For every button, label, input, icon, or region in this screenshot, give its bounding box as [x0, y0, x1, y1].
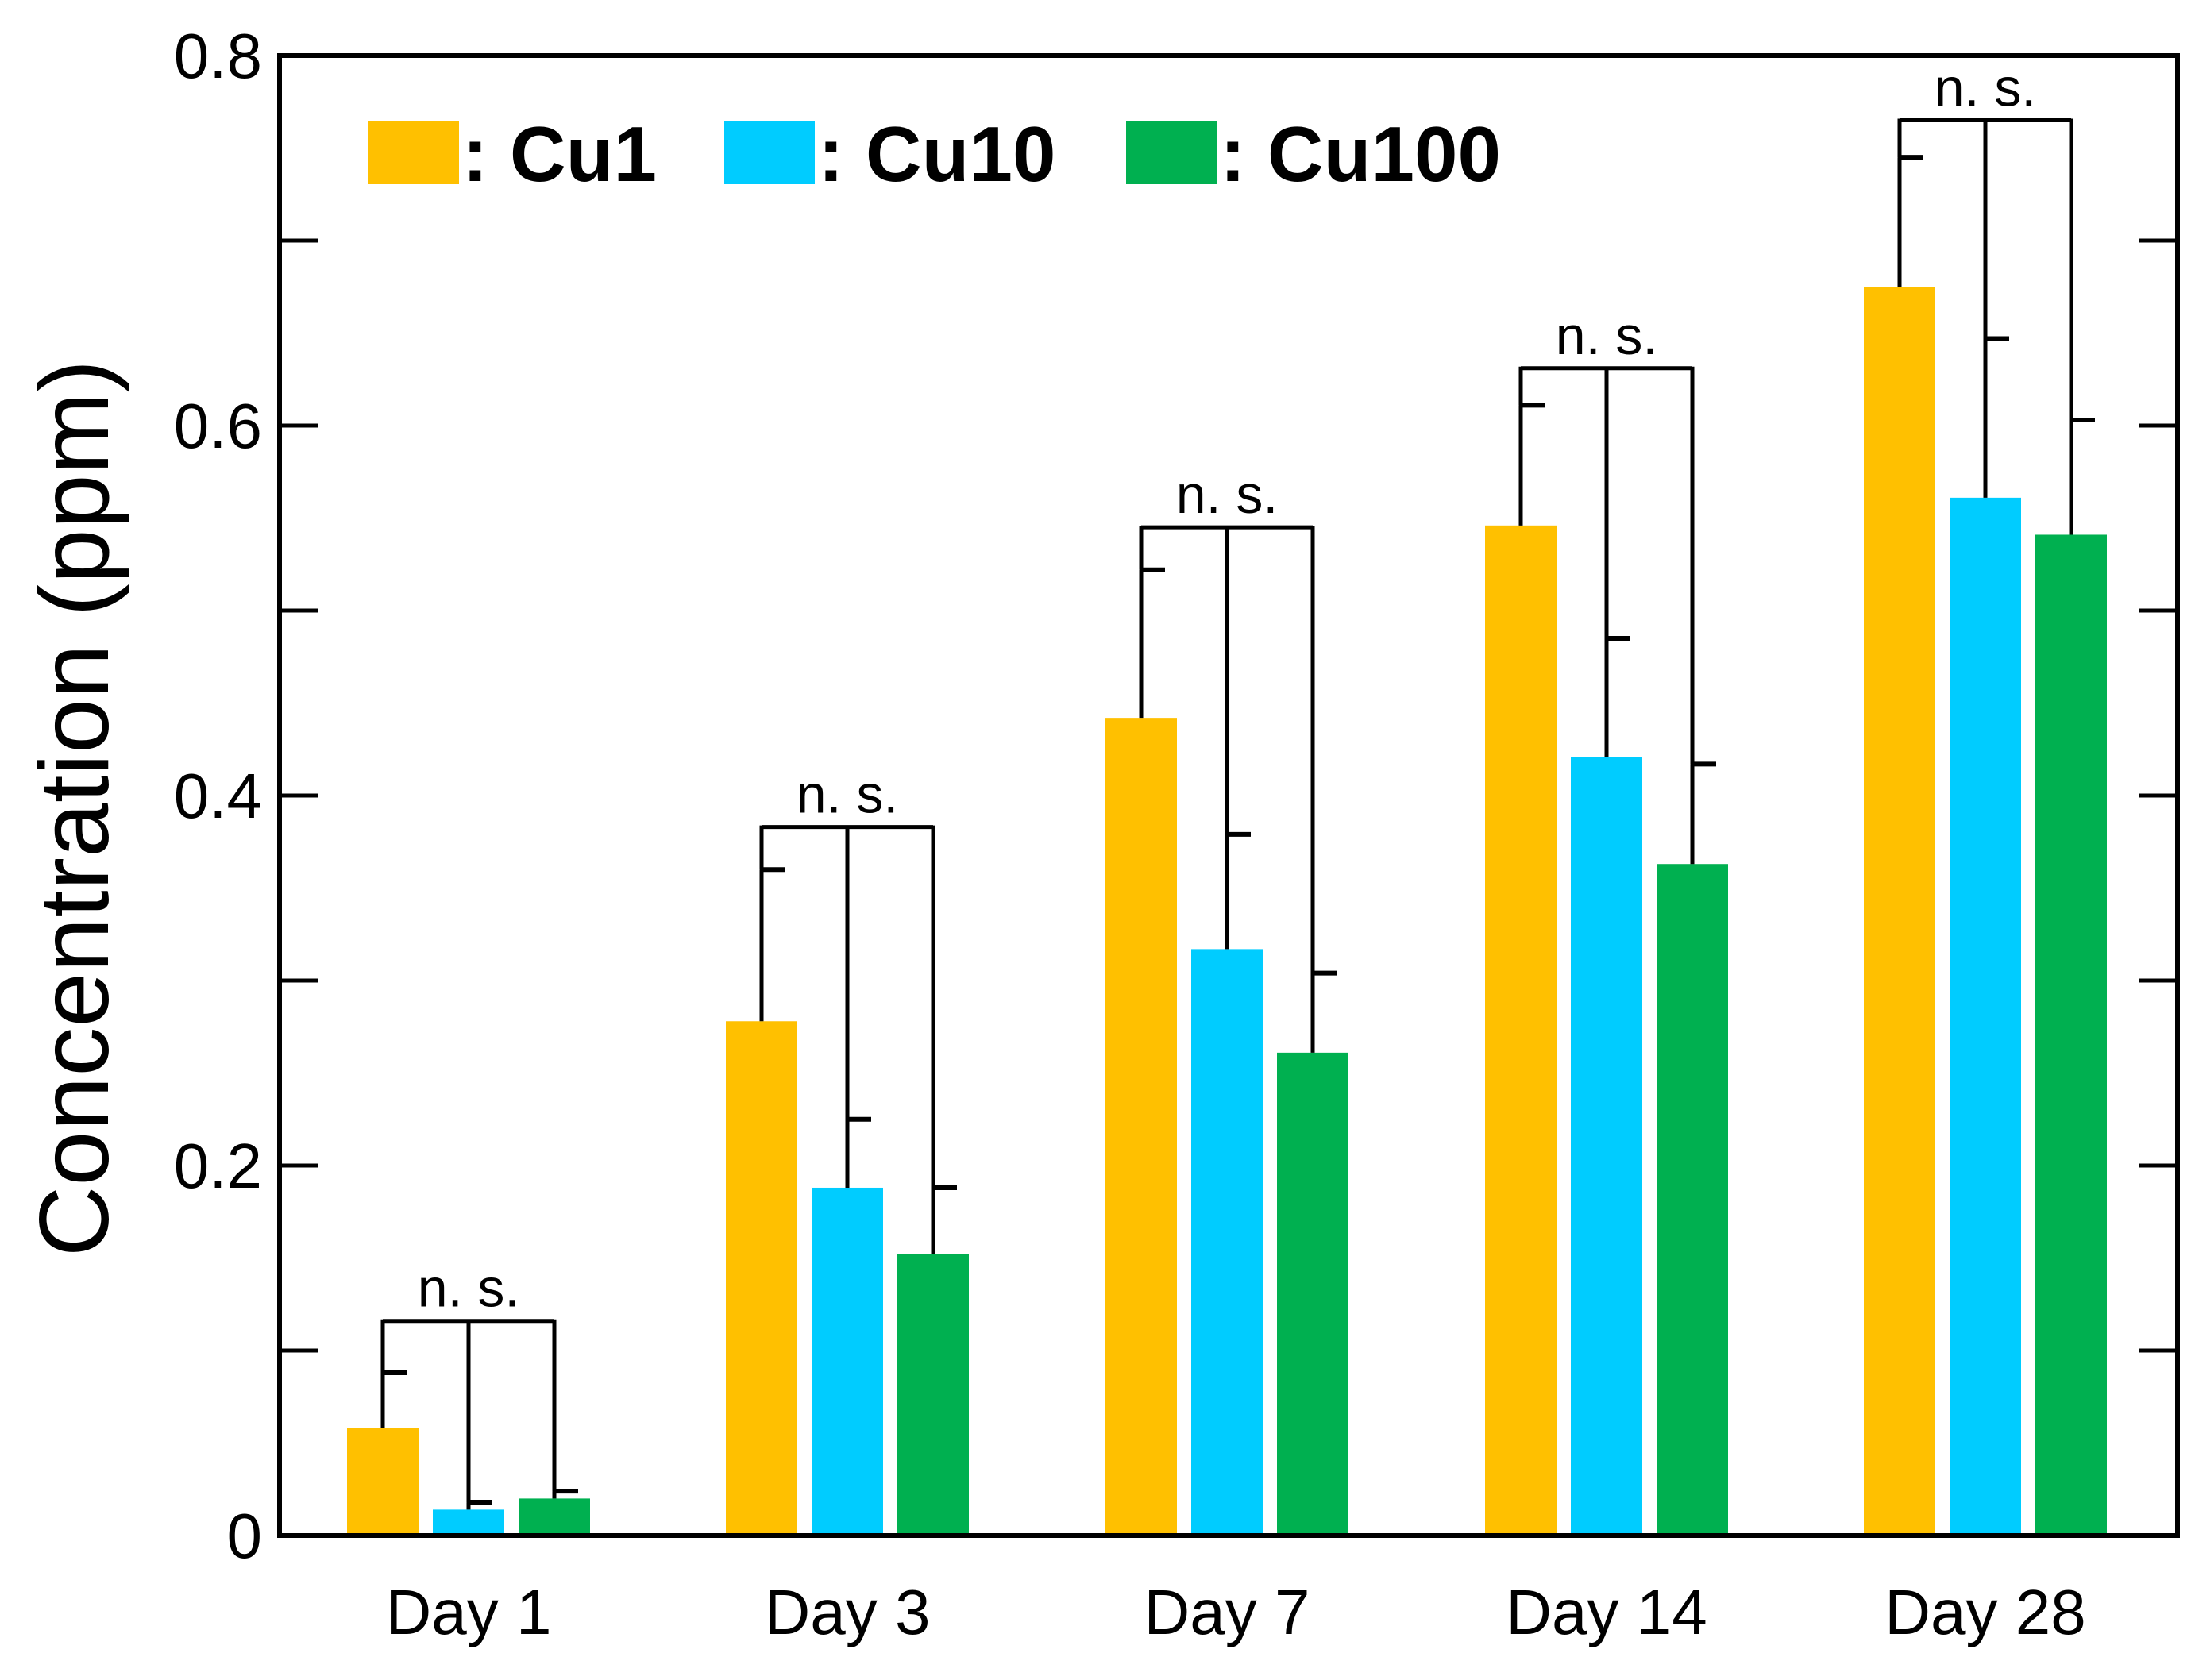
x-tick-label-day-28: Day 28	[1884, 1577, 2085, 1647]
legend-swatch-cu100	[1126, 121, 1217, 184]
bar-cu100-day-7	[1277, 1052, 1348, 1536]
bar-cu10-day-7	[1191, 949, 1263, 1536]
bar-cu100-day-28	[2035, 534, 2107, 1536]
bar-cu1-day-1	[347, 1428, 419, 1536]
x-tick-label-day-7: Day 7	[1144, 1577, 1310, 1647]
bar-cu1-day-7	[1105, 718, 1177, 1536]
bar-cu10-day-1	[433, 1509, 504, 1536]
legend-label-cu10: : Cu10	[818, 110, 1056, 198]
bar-cu10-day-28	[1950, 497, 2021, 1536]
x-tick-label-day-1: Day 1	[386, 1577, 552, 1647]
error-bars-group	[380, 155, 2095, 1510]
legend-label-cu1: : Cu1	[462, 110, 657, 198]
bar-cu100-day-1	[519, 1498, 590, 1536]
bar-cu1-day-28	[1864, 287, 1935, 1536]
x-tick-label-day-3: Day 3	[765, 1577, 931, 1647]
bar-cu1-day-3	[726, 1021, 797, 1536]
legend-swatch-cu10	[724, 121, 815, 184]
y-tick-label: 0.8	[174, 21, 262, 91]
y-tick-label: 0.2	[174, 1131, 262, 1201]
significance-label-day-7: n. s.	[1176, 464, 1279, 525]
legend-swatch-cu1	[368, 121, 459, 184]
significance-label-day-3: n. s.	[797, 765, 899, 825]
axes-group: 0 0.2 0.4 0.6 0.8 Day 1 Day 3 Day 7 Day 14 Day 28	[174, 21, 2180, 1647]
bar-cu1-day-14	[1485, 525, 1557, 1536]
bars-group	[347, 287, 2107, 1536]
significance-label-day-1: n. s.	[418, 1258, 520, 1319]
y-tick-label: 0	[227, 1501, 263, 1571]
significance-group: n. s. n. s. n. s. n. s. n. s.	[380, 58, 2073, 1503]
legend-label-cu100: : Cu100	[1220, 110, 1501, 198]
significance-label-day-14: n. s.	[1556, 306, 1658, 366]
y-axis-title: Concentration (ppm)	[20, 360, 129, 1257]
significance-label-day-28: n. s.	[1935, 58, 2037, 118]
bar-cu100-day-3	[897, 1254, 969, 1536]
bar-cu100-day-14	[1657, 864, 1728, 1536]
y-tick-label: 0.4	[174, 761, 262, 831]
x-tick-label-day-14: Day 14	[1506, 1577, 1707, 1647]
bar-cu10-day-14	[1571, 757, 1642, 1536]
bar-cu10-day-3	[812, 1187, 883, 1536]
y-tick-label: 0.6	[174, 391, 262, 461]
legend: : Cu1 : Cu10 : Cu100	[368, 110, 1501, 198]
